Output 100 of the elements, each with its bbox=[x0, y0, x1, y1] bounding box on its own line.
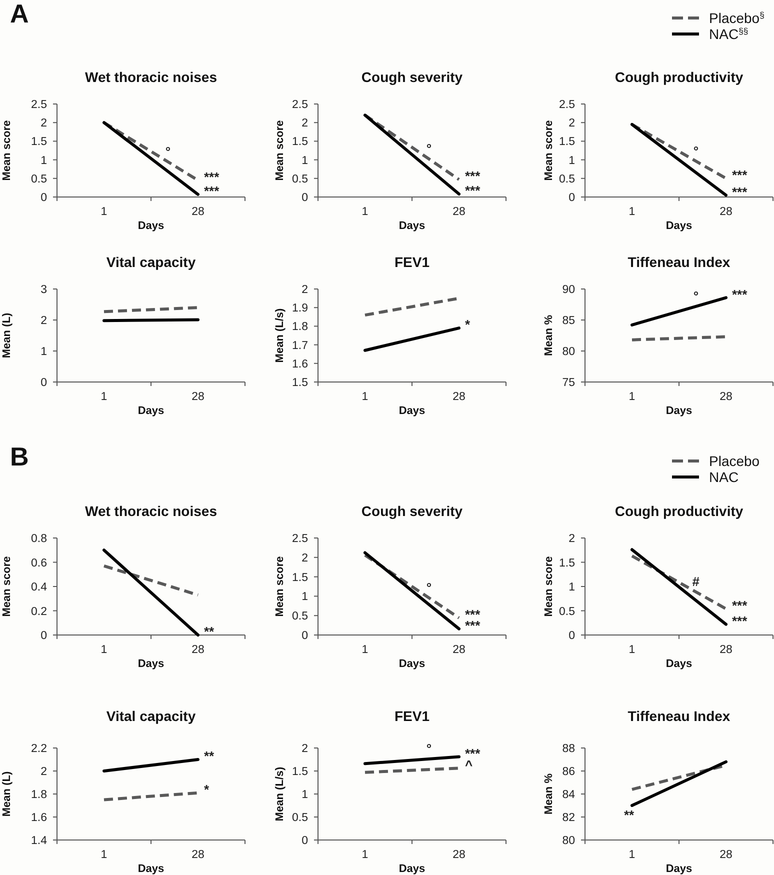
y-tick-label: 0.5 bbox=[292, 610, 308, 623]
x-tick-label: 1 bbox=[362, 849, 368, 862]
y-tick-label: 2 bbox=[568, 118, 575, 130]
annotation: *** bbox=[732, 168, 748, 183]
x-axis-title: Days bbox=[666, 863, 692, 875]
y-tick-label: 0 bbox=[302, 192, 308, 204]
y-tick-label: 1.8 bbox=[292, 321, 308, 334]
annotation: ° bbox=[426, 141, 432, 156]
annotation: # bbox=[692, 574, 700, 590]
x-axis-title: Days bbox=[666, 658, 692, 670]
chart-title: Cough productivity bbox=[614, 503, 744, 519]
y-tick-label: 2 bbox=[302, 284, 308, 296]
chart-title: Tiffeneau Index bbox=[628, 708, 730, 724]
y-tick-label: 0.5 bbox=[31, 173, 47, 186]
x-tick-label: 28 bbox=[192, 391, 204, 404]
y-tick-label: 1 bbox=[40, 346, 47, 358]
annotation: *** bbox=[204, 169, 220, 184]
y-tick-label: 0 bbox=[40, 192, 47, 204]
legend-label: Placebo$^{§}$ bbox=[709, 10, 765, 26]
x-tick-label: 28 bbox=[720, 644, 732, 656]
x-axis-title: Days bbox=[398, 220, 426, 232]
x-tick-label: 1 bbox=[100, 849, 108, 862]
y-tick-label: 80 bbox=[562, 835, 575, 848]
x-tick-label: 1 bbox=[628, 206, 636, 218]
y-axis-title: Mean (L/s) bbox=[274, 766, 286, 822]
y-tick-label: 1.9 bbox=[292, 302, 308, 315]
x-tick-label: 28 bbox=[452, 644, 466, 656]
y-tick-label: 90 bbox=[562, 284, 575, 296]
y-tick-label: 0 bbox=[40, 630, 47, 642]
y-tick-label: 2 bbox=[302, 552, 308, 564]
y-tick-label: 0 bbox=[302, 835, 308, 848]
y-tick-label: 0 bbox=[302, 630, 308, 642]
x-tick-label: 28 bbox=[720, 849, 732, 862]
y-tick-label: 2.5 bbox=[559, 99, 575, 112]
annotation: *** bbox=[732, 286, 748, 302]
x-tick-label: 28 bbox=[720, 206, 732, 218]
y-tick-label: 88 bbox=[562, 743, 575, 756]
chart-title: Wet thoracic noises bbox=[84, 503, 218, 519]
y-tick-label: 2 bbox=[568, 533, 575, 546]
y-tick-label: 1.5 bbox=[31, 136, 47, 148]
y-axis-title: Mean (L) bbox=[0, 312, 13, 358]
x-tick-label: 28 bbox=[192, 849, 204, 862]
y-tick-label: 0.6 bbox=[31, 557, 47, 570]
y-tick-label: 84 bbox=[562, 789, 576, 802]
y-tick-label: 1.5 bbox=[559, 557, 575, 570]
y-tick-label: 80 bbox=[562, 346, 575, 358]
y-tick-label: 0.2 bbox=[31, 606, 47, 618]
x-tick-label: 1 bbox=[100, 391, 108, 404]
y-tick-label: 2.5 bbox=[31, 99, 47, 112]
x-axis-title: Days bbox=[398, 405, 426, 417]
text: B bbox=[10, 442, 29, 472]
annotation: *** bbox=[465, 168, 482, 184]
x-axis-title: Days bbox=[398, 863, 426, 875]
annotation: ° bbox=[165, 144, 171, 159]
x-axis-title: Days bbox=[138, 405, 164, 417]
annotation: ° bbox=[693, 143, 699, 158]
chart-title: Cough severity bbox=[361, 503, 463, 519]
y-tick-label: 2 bbox=[40, 118, 47, 130]
annotation: *** bbox=[732, 598, 748, 613]
legend-label: NAC$^{§§}$ bbox=[709, 26, 748, 42]
annotation: *** bbox=[204, 184, 220, 199]
y-tick-label: 2 bbox=[302, 118, 308, 130]
annotation: * bbox=[204, 782, 210, 797]
x-tick-label: 1 bbox=[362, 644, 368, 656]
y-tick-label: 1.5 bbox=[292, 766, 308, 778]
x-tick-label: 28 bbox=[452, 391, 466, 404]
y-tick-label: 0.4 bbox=[31, 582, 48, 594]
y-tick-label: 0.5 bbox=[292, 812, 308, 824]
x-tick-label: 28 bbox=[452, 206, 466, 218]
x-axis-title: Days bbox=[138, 220, 164, 232]
y-tick-label: 2.2 bbox=[31, 743, 47, 756]
y-tick-label: 1 bbox=[302, 154, 308, 167]
annotation: ** bbox=[204, 624, 216, 640]
y-tick-label: 1.5 bbox=[292, 136, 308, 148]
y-tick-label: 0 bbox=[40, 377, 47, 390]
annotation: ° bbox=[426, 580, 432, 595]
y-axis-title: Mean % bbox=[542, 314, 555, 356]
y-tick-label: 1.6 bbox=[31, 812, 47, 824]
y-axis-title: Mean score bbox=[274, 120, 286, 181]
chart-title: Vital capacity bbox=[106, 708, 196, 724]
y-tick-label: 0 bbox=[568, 630, 575, 642]
y-tick-label: 2.5 bbox=[292, 533, 308, 546]
y-tick-label: 2 bbox=[40, 315, 47, 328]
x-tick-label: 1 bbox=[362, 391, 368, 404]
annotation: * bbox=[465, 317, 471, 332]
y-tick-label: 1 bbox=[568, 154, 575, 167]
y-axis-title: Mean (L) bbox=[0, 771, 13, 817]
annotation: *** bbox=[465, 183, 482, 198]
y-tick-label: 1.5 bbox=[292, 572, 308, 584]
annotation: *** bbox=[732, 184, 748, 200]
y-tick-label: 0.5 bbox=[559, 173, 575, 186]
x-axis-title: Days bbox=[666, 220, 692, 232]
y-tick-label: 0.8 bbox=[31, 533, 47, 546]
y-tick-label: 82 bbox=[562, 812, 575, 824]
chart-title: Tiffeneau Index bbox=[628, 254, 730, 270]
y-tick-label: 1 bbox=[302, 789, 308, 802]
y-tick-label: 1.4 bbox=[31, 835, 48, 848]
y-tick-label: 0.5 bbox=[292, 173, 308, 186]
x-tick-label: 1 bbox=[100, 644, 108, 656]
legend-label: NAC bbox=[709, 468, 739, 485]
